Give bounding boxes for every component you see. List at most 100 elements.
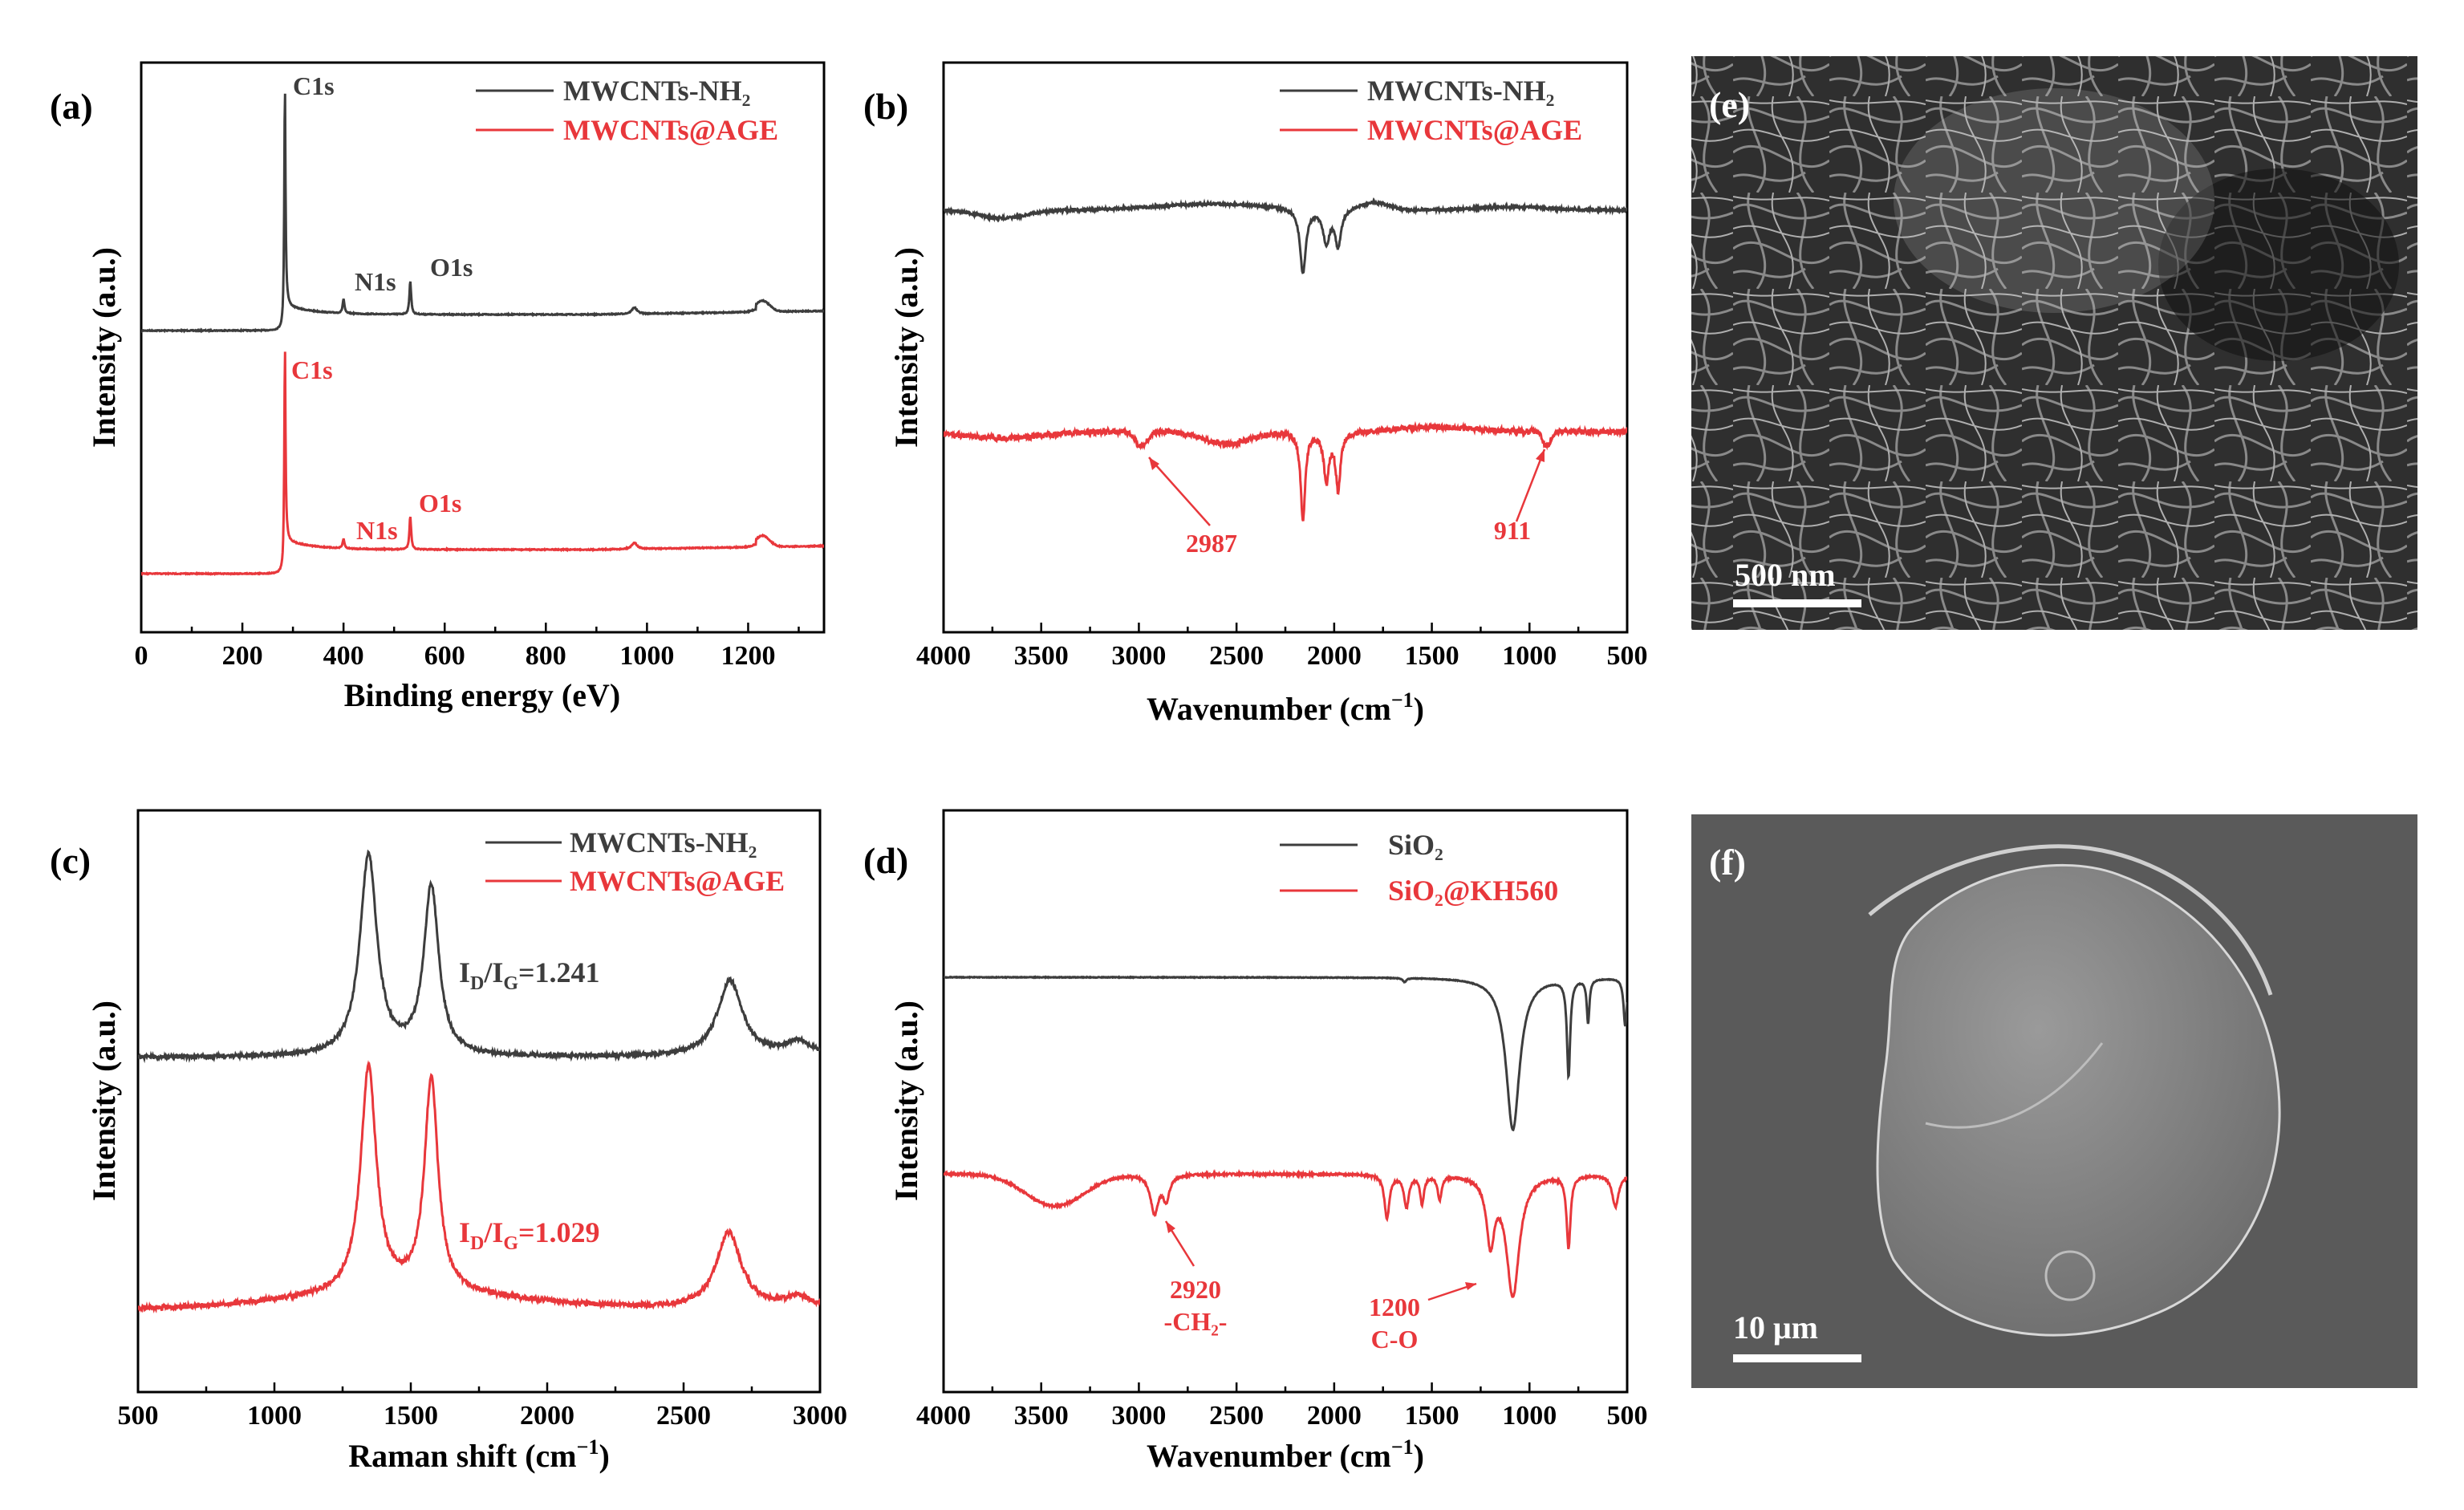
- annotation-group-c-o: C-O: [1371, 1325, 1419, 1354]
- ratio-label-mwcnts-age: ID/IG=1.029: [459, 1216, 600, 1254]
- x-tick-label: 1000: [619, 641, 674, 671]
- x-tick-label: 600: [424, 641, 465, 671]
- sem-particle-pit: [2044, 1250, 2096, 1301]
- scale-bar-label-e: 500 nm: [1735, 557, 1836, 593]
- x-tick-label: 3000: [1111, 1401, 1166, 1431]
- series-line-mwcnts-nh2: [138, 849, 820, 1064]
- x-ticks-a: 0 200 400 600 800 1000 1200: [135, 623, 800, 671]
- legend-label-mwcnts-nh2: MWCNTs-NH₂: [1367, 75, 1554, 107]
- annotation-arrowhead-1200: [1465, 1282, 1476, 1290]
- legend-label-sio2-kh560: SiO₂@KH560: [1388, 875, 1558, 907]
- x-tick-label: 2500: [1209, 641, 1264, 671]
- x-tick-label: 500: [1607, 641, 1648, 671]
- ratio-label-mwcnts-nh2: ID/IG=1.241: [459, 956, 600, 994]
- panel-f: (f) 10 μm: [1691, 814, 2417, 1388]
- series-line-mwcnts-nh2: [944, 197, 1627, 274]
- x-tick-label: 2500: [656, 1401, 711, 1431]
- legend-label-mwcnts-age: MWCNTs@AGE: [563, 114, 778, 146]
- annotation-arrow-911: [1515, 449, 1546, 522]
- x-tick-label: 1000: [1502, 641, 1557, 671]
- peak-label-o1s-black: O1s: [430, 253, 473, 282]
- annotation-label-2987: 2987: [1186, 529, 1237, 558]
- sem-dark-region: [2158, 168, 2399, 361]
- sem-particle-shell-edge: [1868, 844, 2273, 996]
- peak-label-c1s-black: C1s: [293, 71, 335, 100]
- series-line-mwcnts-age: [138, 1060, 820, 1313]
- panel-b: (b) 4000 3500 3000 2500 2000 1500 1000 500 MWCN…: [863, 61, 1648, 727]
- sem-particle-body: [1876, 863, 2281, 1337]
- scale-bar-label-f: 10 μm: [1733, 1309, 1818, 1346]
- y-axis-label-d: Intensity (a.u.): [888, 1001, 924, 1201]
- annotation-label-1200: 1200: [1369, 1293, 1420, 1321]
- x-tick-label: 1200: [721, 641, 775, 671]
- x-tick-label: 1000: [1502, 1401, 1557, 1431]
- panel-label-f: (f): [1709, 842, 1746, 883]
- x-tick-label: 3500: [1014, 641, 1069, 671]
- annotation-group-ch2: -CH₂-: [1164, 1307, 1228, 1336]
- panel-label-e: (e): [1709, 84, 1750, 125]
- x-tick-label: 500: [118, 1401, 159, 1431]
- x-axis-label-c: Raman shift (cm−1): [348, 1435, 610, 1474]
- peak-label-o1s-red: O1s: [419, 489, 461, 518]
- x-tick-label: 1000: [247, 1401, 302, 1431]
- sem-bright-region: [1894, 88, 2214, 313]
- sem-particle-crack: [1925, 1042, 2104, 1129]
- x-tick-label: 2000: [520, 1401, 574, 1431]
- plot-frame-a: [140, 61, 826, 634]
- legend-label-mwcnts-nh2: MWCNTs-NH₂: [563, 75, 750, 107]
- series-line-mwcnts-nh2: [141, 93, 824, 334]
- scale-bar-f: [1733, 1354, 1861, 1362]
- scale-bar-e: [1733, 599, 1861, 607]
- panel-d: (d) 4000 3500 3000 2500 2000 1500 1000 500 SiO₂…: [863, 809, 1648, 1474]
- panel-label-d: (d): [863, 840, 908, 881]
- y-axis-label-c: Intensity (a.u.): [86, 1001, 122, 1201]
- legend-label-mwcnts-age: MWCNTs@AGE: [1367, 114, 1582, 146]
- annotation-arrow-2987: [1148, 457, 1211, 526]
- annotation-arrowhead-2987: [1149, 457, 1159, 470]
- x-tick-label: 1500: [1405, 1401, 1459, 1431]
- series-line-mwcnts-age: [141, 351, 824, 577]
- legend-label-mwcnts-nh2: MWCNTs-NH₂: [570, 826, 757, 859]
- x-tick-label: 1500: [1405, 641, 1459, 671]
- x-tick-label: 200: [222, 641, 263, 671]
- x-tick-label: 3500: [1014, 1401, 1069, 1431]
- x-ticks-b: 4000 3500 3000 2500 2000 1500 1000 500: [916, 623, 1648, 671]
- annotation-arrowhead-2920: [1166, 1221, 1175, 1233]
- x-tick-label: 3000: [793, 1401, 847, 1431]
- x-tick-label: 800: [526, 641, 566, 671]
- x-tick-label: 500: [1607, 1401, 1648, 1431]
- y-axis-label-a: Intensity (a.u.): [86, 247, 122, 448]
- peak-label-n1s-red: N1s: [356, 516, 398, 545]
- legend-label-sio2: SiO₂: [1388, 829, 1443, 861]
- panel-label-a: (a): [50, 86, 93, 127]
- plot-frame-b: [942, 61, 1629, 634]
- x-axis-label-d: Wavenumber (cm−1): [1147, 1435, 1424, 1474]
- x-axis-label-b: Wavenumber (cm−1): [1147, 688, 1424, 727]
- x-tick-label: 1500: [384, 1401, 438, 1431]
- legend-label-mwcnts-age: MWCNTs@AGE: [570, 865, 785, 897]
- annotation-label-2920: 2920: [1170, 1275, 1221, 1304]
- x-tick-label: 2500: [1209, 1401, 1264, 1431]
- peak-label-n1s-black: N1s: [355, 267, 396, 296]
- x-tick-label: 3000: [1111, 641, 1166, 671]
- x-tick-label: 400: [323, 641, 364, 671]
- x-tick-label: 4000: [916, 641, 971, 671]
- annotation-arrowhead-911: [1536, 449, 1545, 462]
- x-tick-label: 2000: [1307, 1401, 1362, 1431]
- series-line-sio2-kh560: [944, 1168, 1627, 1299]
- panel-e: (e) 500 nm: [1691, 56, 2417, 630]
- peak-label-c1s-red: C1s: [291, 355, 333, 384]
- x-tick-label: 0: [135, 641, 148, 671]
- x-axis-label-a: Binding energy (eV): [344, 677, 620, 713]
- x-tick-label: 4000: [916, 1401, 971, 1431]
- panel-c: (c) 500 1000 1500 2000 2500 3000 MWCNTs-NH₂ M…: [50, 809, 847, 1474]
- panel-a: (a) 0 200 400 600 800 1000 1200 C1s N1s O1s C1…: [50, 61, 826, 713]
- panel-label-b: (b): [863, 86, 908, 127]
- panel-label-c: (c): [50, 840, 91, 881]
- series-line-sio2: [944, 975, 1627, 1132]
- annotation-label-911: 911: [1494, 516, 1531, 545]
- x-tick-label: 2000: [1307, 641, 1362, 671]
- x-ticks-c: 500 1000 1500 2000 2500 3000: [118, 1382, 847, 1431]
- y-axis-label-b: Intensity (a.u.): [888, 247, 924, 448]
